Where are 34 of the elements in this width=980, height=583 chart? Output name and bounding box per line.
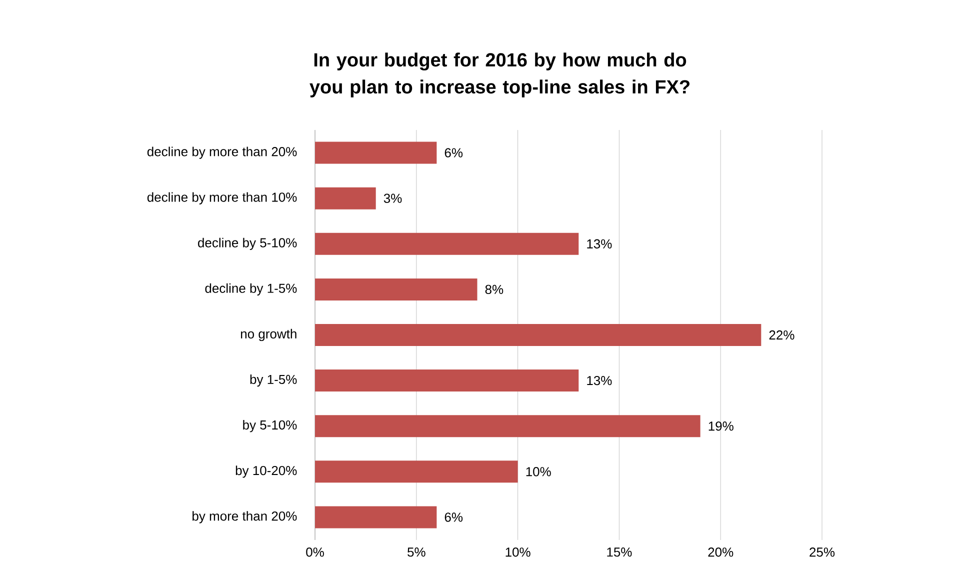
y-tick-label: by 10-20%: [236, 466, 297, 478]
data-label: 22%: [769, 330, 794, 340]
data-label: 6%: [444, 512, 463, 522]
bar: [315, 142, 437, 164]
chart-title: In your budget for 2016 by how much do you plan to increase top-line sales in FX?: [310, 52, 690, 98]
data-label: 19%: [708, 422, 734, 431]
bar: [315, 370, 579, 392]
y-tick-label: by more than 20%: [192, 511, 297, 524]
y-tick-label: decline by 5-10%: [198, 238, 297, 250]
y-tick-label: decline by 1-5%: [205, 283, 297, 296]
data-label: 10%: [526, 467, 551, 476]
x-tick-label: 10%: [506, 548, 530, 557]
y-tick-label: decline by more than 10%: [147, 192, 297, 204]
data-label: 3%: [384, 194, 402, 203]
bar: [315, 324, 762, 346]
bar: [315, 460, 518, 483]
x-tick-label: 25%: [810, 548, 835, 557]
x-tick-label: 5%: [408, 548, 426, 557]
data-label: 6%: [444, 148, 463, 158]
y-tick-label: by 1-5%: [250, 374, 297, 387]
y-tick-label: by 5-10%: [243, 420, 297, 432]
x-tick-label: 15%: [607, 548, 632, 557]
bar: [315, 187, 376, 210]
x-tick-label: 0%: [306, 548, 324, 557]
data-label: 8%: [485, 284, 504, 294]
x-tick-label: 20%: [708, 548, 734, 557]
bar: [315, 415, 700, 438]
y-tick-label: decline by more than 20%: [147, 146, 297, 159]
bar: [315, 278, 478, 300]
data-label: 13%: [587, 376, 612, 386]
bar: [315, 506, 437, 528]
data-label: 13%: [587, 239, 612, 248]
bar: [315, 232, 579, 255]
y-tick-label: no growth: [240, 328, 296, 342]
